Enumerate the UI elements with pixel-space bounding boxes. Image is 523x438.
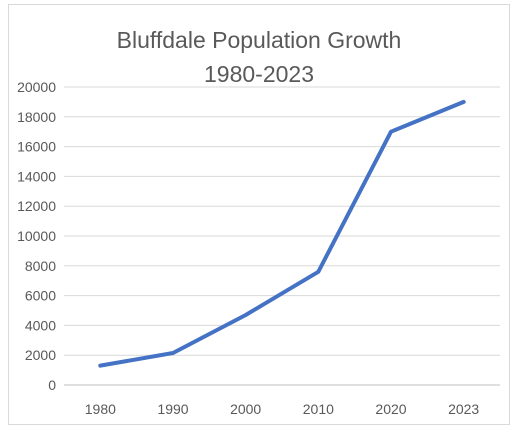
y-tick-label: 8000 xyxy=(25,258,56,274)
chart-title: Bluffdale Population Growth xyxy=(116,27,402,53)
x-axis-tick-labels: 1980 1990 2000 2010 2020 2023 xyxy=(85,401,480,417)
x-tick-label: 1990 xyxy=(157,401,188,417)
series-lines xyxy=(98,99,466,368)
x-tick-label: 1980 xyxy=(85,401,116,417)
y-tick-label: 6000 xyxy=(25,288,56,304)
x-tick-label: 2010 xyxy=(303,401,334,417)
y-tick-label: 0 xyxy=(48,377,56,393)
y-tick-label: 12000 xyxy=(17,198,56,214)
y-tick-label: 20000 xyxy=(17,79,56,95)
chart-subtitle: 1980-2023 xyxy=(204,61,314,87)
y-tick-label: 18000 xyxy=(17,109,56,125)
y-tick-label: 10000 xyxy=(17,228,56,244)
y-tick-label: 16000 xyxy=(17,139,56,155)
y-axis-tick-labels: 0 2000 4000 6000 8000 10000 12000 14000 16000 180… xyxy=(17,79,56,393)
y-tick-label: 4000 xyxy=(25,317,56,333)
series-line xyxy=(98,99,466,368)
x-tick-label: 2023 xyxy=(448,401,479,417)
x-tick-label: 2000 xyxy=(230,401,261,417)
y-tick-label: 2000 xyxy=(25,347,56,363)
y-tick-label: 14000 xyxy=(17,168,56,184)
gridlines xyxy=(64,86,500,386)
x-tick-label: 2020 xyxy=(375,401,406,417)
